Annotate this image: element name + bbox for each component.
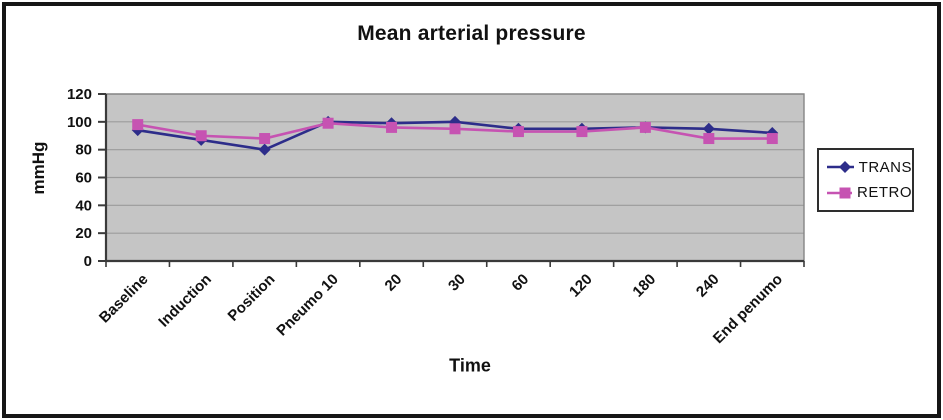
trans-diamond-marker-icon bbox=[827, 161, 854, 174]
svg-text:Induction: Induction bbox=[155, 271, 215, 331]
svg-text:Position: Position bbox=[225, 271, 279, 325]
svg-text:Baseline: Baseline bbox=[96, 271, 152, 327]
legend-label-retro: RETRO bbox=[857, 184, 912, 202]
svg-text:120: 120 bbox=[67, 86, 92, 103]
y-axis-title-text: mmHg bbox=[29, 141, 48, 195]
svg-text:40: 40 bbox=[75, 197, 92, 214]
legend-item-trans: TRANS bbox=[826, 159, 912, 176]
svg-text:100: 100 bbox=[67, 114, 92, 131]
legend-label-trans: TRANS bbox=[858, 158, 912, 176]
svg-text:0: 0 bbox=[84, 253, 92, 270]
svg-text:60: 60 bbox=[508, 271, 532, 295]
chart-title: Mean arterial pressure bbox=[357, 22, 586, 45]
line-chart-plot: 0 20 40 60 80 100 120 Baseline Induction Position… bbox=[67, 86, 805, 347]
x-axis-title: Time bbox=[449, 355, 491, 376]
svg-text:Pneumo 10: Pneumo 10 bbox=[273, 271, 342, 340]
svg-text:30: 30 bbox=[445, 271, 469, 295]
legend: TRANS RETRO bbox=[817, 148, 914, 212]
svg-text:180: 180 bbox=[629, 271, 659, 301]
svg-text:240: 240 bbox=[693, 271, 723, 301]
retro-square-marker-icon bbox=[827, 187, 852, 199]
svg-text:120: 120 bbox=[566, 271, 596, 301]
svg-text:20: 20 bbox=[382, 271, 406, 295]
svg-text:60: 60 bbox=[75, 170, 92, 187]
legend-item-retro: RETRO bbox=[826, 184, 912, 201]
svg-text:80: 80 bbox=[75, 142, 92, 159]
svg-text:20: 20 bbox=[75, 225, 92, 242]
